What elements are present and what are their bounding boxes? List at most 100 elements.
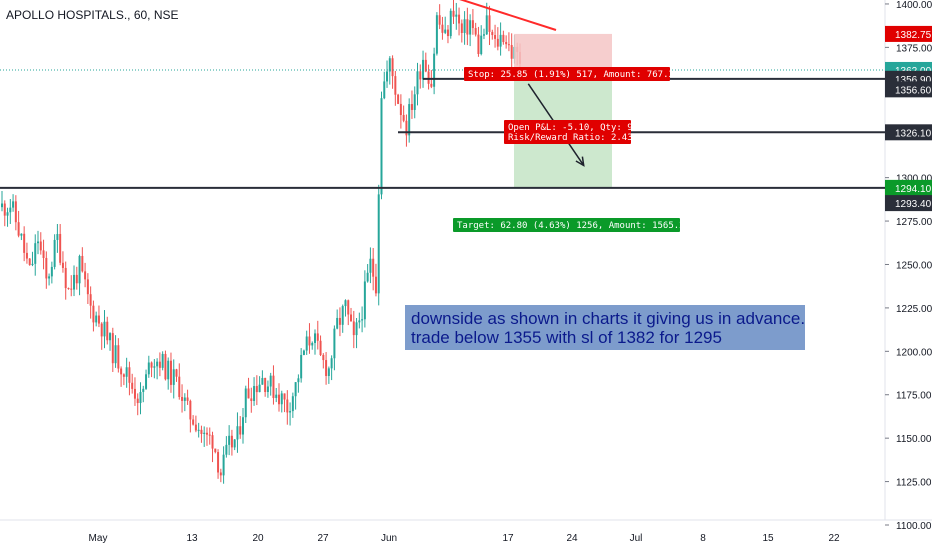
candle-body: [133, 388, 136, 399]
x-tick-label: Jul: [630, 533, 643, 544]
candle-body: [92, 305, 95, 323]
candle-body: [211, 435, 214, 449]
candle-body: [189, 400, 192, 420]
candle-body: [192, 419, 195, 425]
candle-body: [311, 342, 314, 346]
candle-body: [236, 426, 239, 440]
annotation-line-2: trade below 1355 with sl of 1382 for 129…: [411, 328, 722, 347]
candle-body: [147, 362, 150, 375]
candle-body: [388, 58, 391, 72]
candle-body: [435, 15, 438, 54]
candle-body: [181, 396, 184, 401]
candle-body: [433, 53, 436, 87]
candle-body: [502, 34, 505, 43]
candle-body: [56, 233, 59, 240]
y-tick-label: 1175.00: [896, 391, 932, 402]
candle-body: [458, 14, 461, 24]
candle-body: [477, 34, 480, 55]
candle-body: [361, 319, 364, 321]
candle-body: [338, 317, 341, 325]
y-tick-label: 1275.00: [896, 217, 932, 228]
annotation-line-1: downside as shown in charts it giving us…: [411, 309, 806, 328]
candle-body: [255, 386, 258, 393]
candle-body: [386, 71, 389, 82]
candle-body: [330, 358, 333, 369]
pnl-label-text: Risk/Reward Ratio: 2.43: [508, 133, 633, 143]
candle-body: [258, 384, 261, 393]
candle-body: [150, 362, 153, 368]
candle-body: [230, 435, 233, 448]
candle-body: [75, 274, 78, 284]
candle-body: [369, 258, 372, 273]
candle-body: [31, 263, 34, 265]
candle-body: [427, 71, 430, 84]
candle-body: [194, 424, 197, 431]
candle-body: [45, 257, 48, 279]
candle-body: [316, 333, 319, 341]
candle-body: [424, 59, 427, 72]
candle-body: [372, 258, 375, 277]
candle-body: [25, 252, 28, 259]
candle-body: [6, 212, 9, 216]
candle-body: [261, 377, 264, 385]
candle-body: [322, 354, 325, 361]
candle-body: [23, 233, 26, 253]
candle-body: [78, 255, 81, 284]
candle-body: [408, 104, 411, 136]
candle-body: [297, 378, 300, 383]
candle-body: [250, 398, 253, 401]
x-tick-label: 22: [828, 533, 840, 544]
x-tick-label: 13: [186, 533, 198, 544]
candle-body: [355, 322, 358, 336]
candle-body: [438, 15, 441, 25]
candle-body: [67, 288, 70, 290]
candle-body: [325, 360, 328, 376]
candle-body: [1, 203, 3, 208]
candle-body: [37, 241, 40, 244]
candle-body: [405, 120, 408, 136]
candle-body: [347, 300, 350, 315]
candle-body: [197, 429, 200, 431]
candle-body: [12, 201, 15, 208]
annotation-note[interactable]: downside as shown in charts it giving us…: [405, 305, 805, 350]
candle-body: [84, 271, 87, 280]
trend-line: [459, 0, 557, 31]
candle-body: [86, 279, 89, 295]
price-badge-label: 1293.40: [895, 199, 932, 210]
stop-label-text: Stop: 25.85 (1.91%) 517, Amount: 767.35: [468, 70, 679, 80]
candle-body: [172, 369, 175, 385]
x-tick-label: May: [89, 533, 108, 544]
price-badge-label: 1326.10: [895, 128, 932, 139]
candle-body: [397, 94, 400, 104]
y-tick-label: 1150.00: [896, 434, 932, 445]
down-arrow-head: [575, 156, 585, 167]
candle-body: [200, 429, 203, 434]
x-tick-label: 15: [762, 533, 774, 544]
candle-body: [363, 281, 366, 320]
candle-body: [283, 393, 286, 400]
candle-body: [178, 376, 181, 397]
candle-body: [145, 374, 148, 389]
candle-body: [114, 345, 117, 364]
candle-body: [444, 29, 447, 33]
candle-body: [358, 320, 361, 323]
candle-body: [89, 294, 92, 306]
y-tick-label: 1300.00: [896, 174, 932, 185]
candle-body: [233, 439, 236, 448]
candle-body: [205, 432, 208, 435]
candle-body: [366, 272, 369, 282]
symbol-title: APOLLO HOSPITALS., 60, NSE: [6, 8, 179, 22]
candle-body: [308, 336, 311, 346]
candle-body: [333, 328, 336, 359]
y-tick-label: 1375.00: [896, 43, 932, 54]
candle-body: [377, 194, 380, 294]
candle-body: [278, 394, 280, 405]
y-tick-label: 1200.00: [896, 347, 932, 358]
candle-body: [169, 360, 172, 385]
candle-body: [42, 250, 45, 258]
candle-body: [302, 350, 305, 355]
candle-body: [269, 375, 272, 387]
candle-body: [39, 241, 42, 251]
candle-body: [286, 399, 289, 413]
